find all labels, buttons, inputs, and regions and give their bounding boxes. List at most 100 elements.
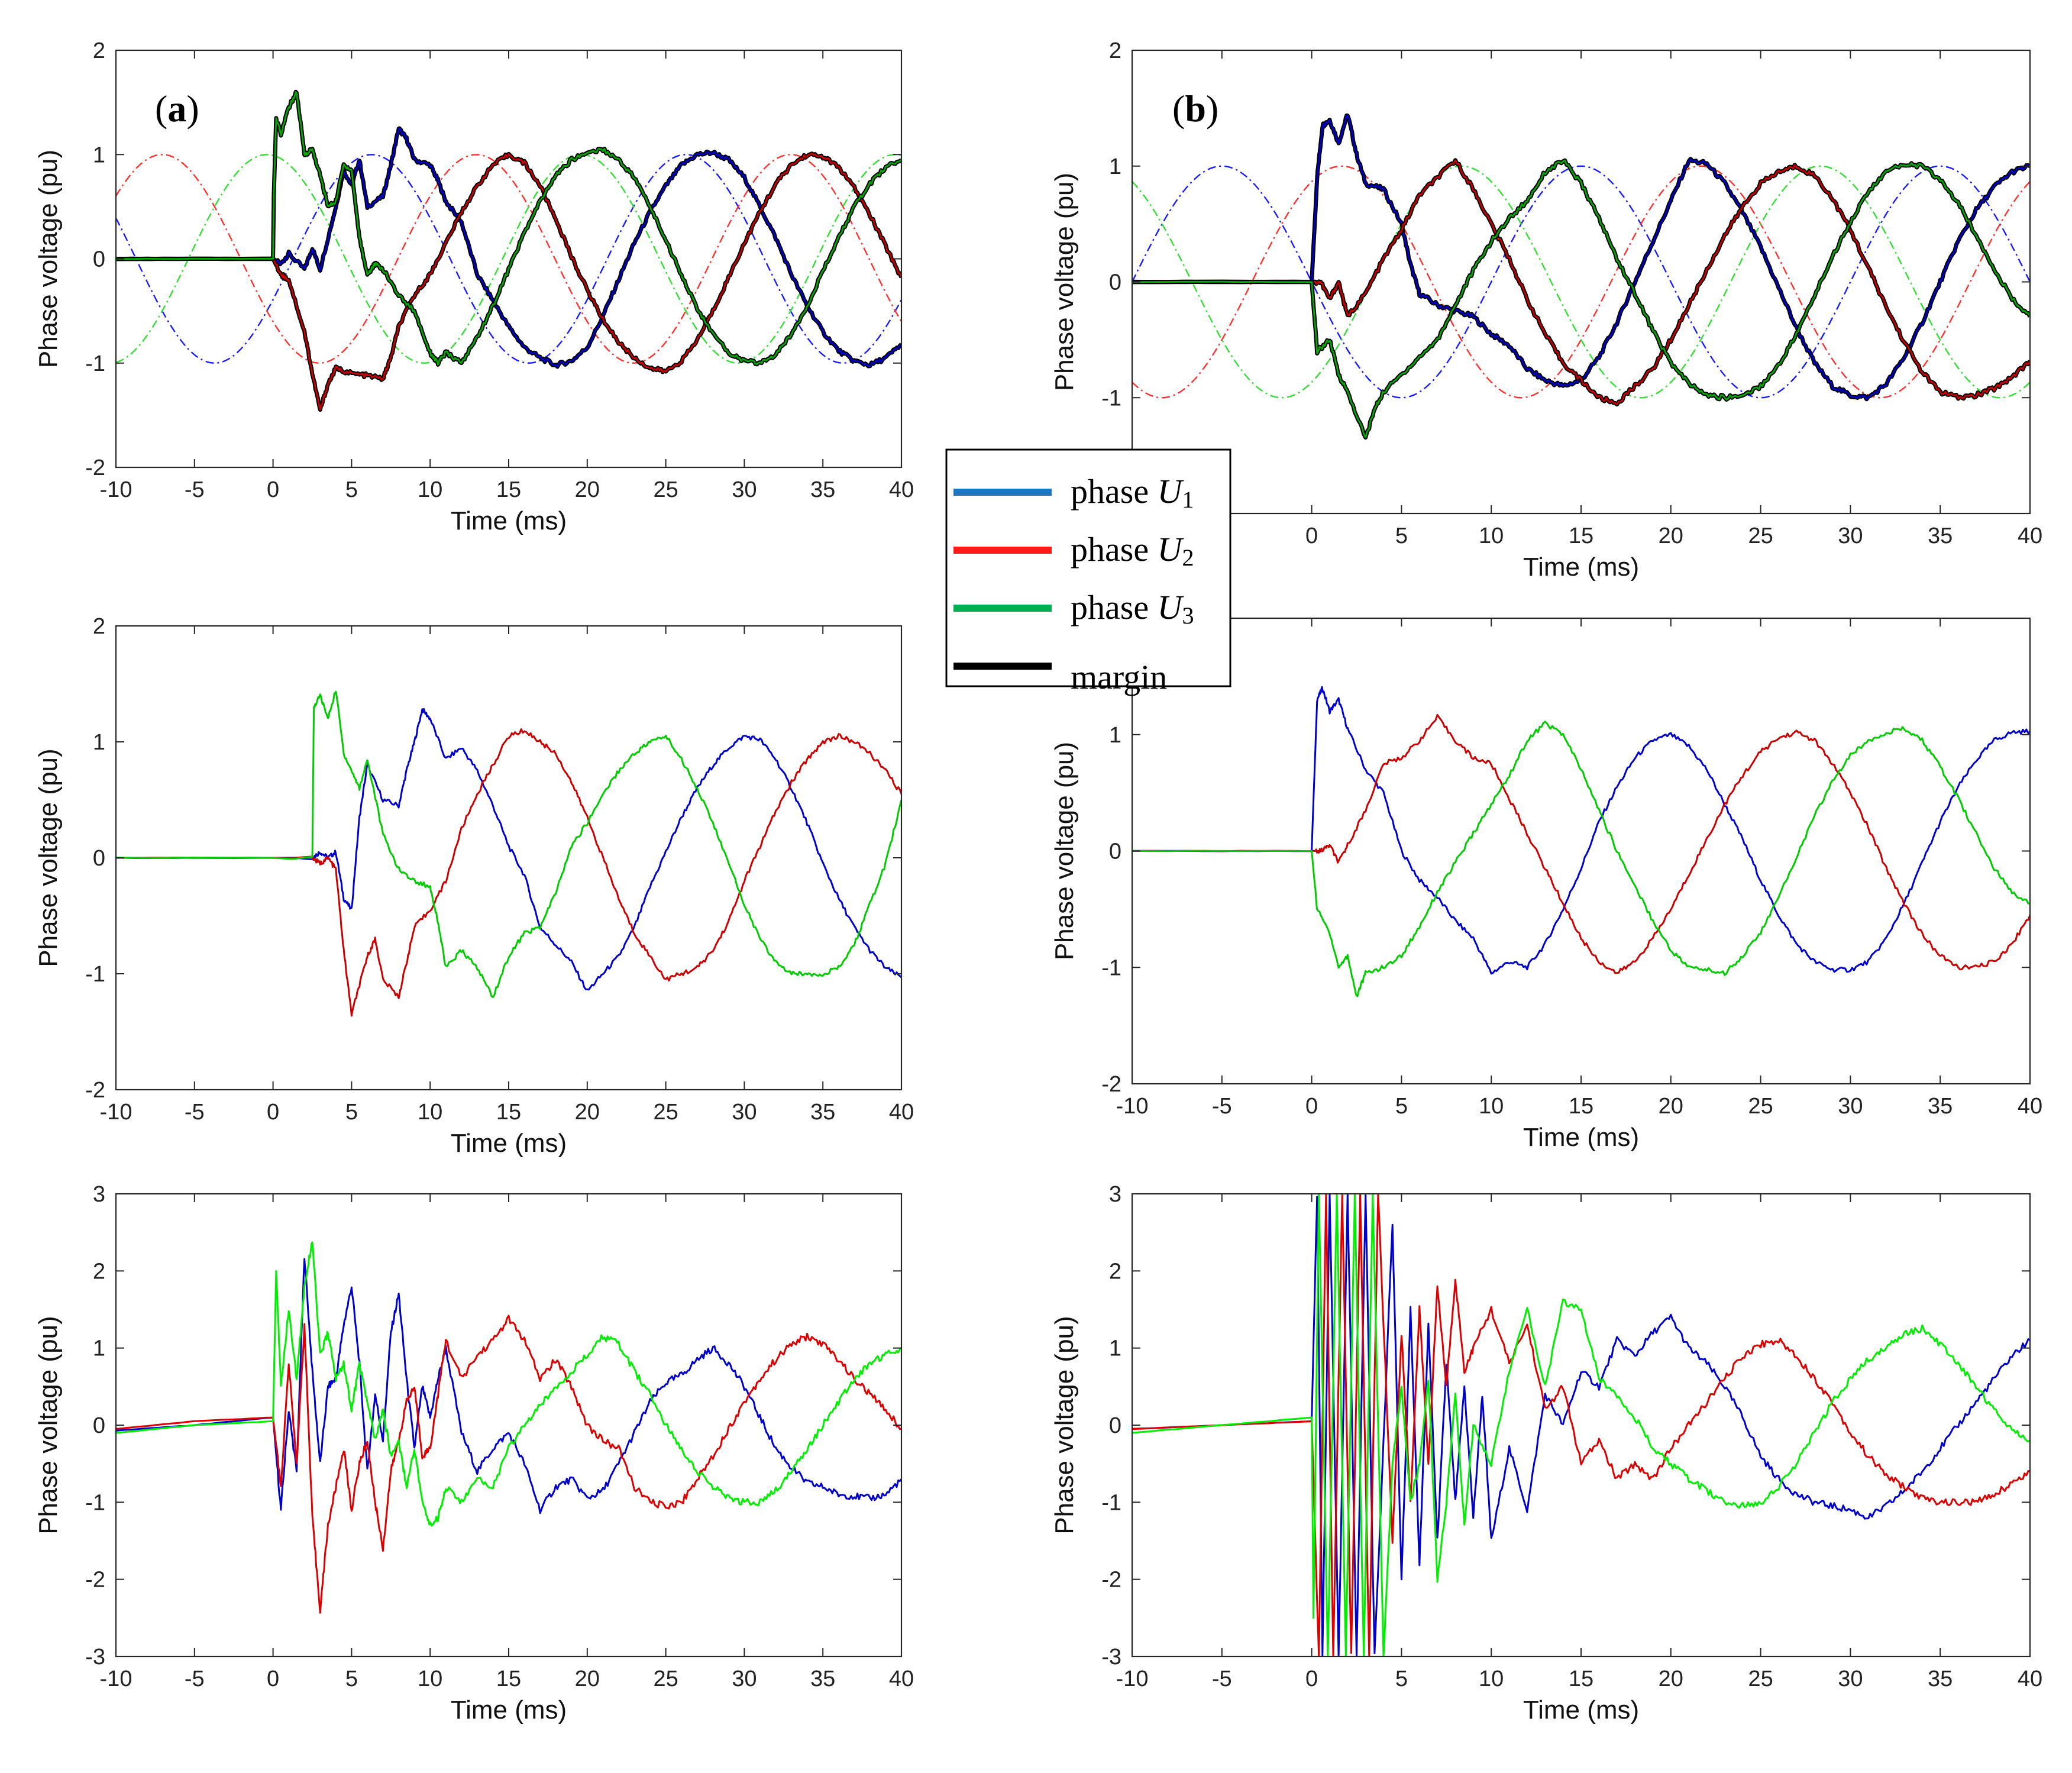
legend-entry-label: phase U1 — [1071, 472, 1194, 513]
x-tick-label: -10 — [1116, 1667, 1149, 1691]
x-tick-label: 30 — [1838, 1094, 1863, 1119]
x-tick-label: 25 — [1748, 1094, 1773, 1119]
y-axis-label: Phase voltage (pu) — [1050, 1316, 1079, 1534]
x-tick-label: 30 — [732, 1667, 757, 1691]
x-tick-label: 15 — [496, 477, 521, 502]
x-tick-label: 35 — [810, 477, 835, 502]
y-axis-label: Phase voltage (pu) — [34, 1316, 63, 1534]
y-tick-label: 3 — [93, 1182, 105, 1207]
x-tick-label: 0 — [1305, 1094, 1318, 1119]
y-tick-label: -2 — [1101, 1072, 1121, 1097]
series-line-u2 — [1132, 1194, 2030, 1656]
x-tick-label: 5 — [345, 1100, 358, 1125]
y-axis-label: Phase voltage (pu) — [1050, 742, 1079, 960]
series-line-u1 — [1132, 114, 2030, 401]
x-tick-label: 0 — [1305, 1667, 1318, 1691]
plot-area — [1132, 1194, 2030, 1656]
x-tick-label: 15 — [1569, 1094, 1593, 1119]
x-tick-label: -10 — [100, 1100, 132, 1125]
series-group — [116, 690, 901, 1017]
reference-wave-2 — [116, 154, 901, 364]
panel-label-a: (a) — [155, 88, 199, 130]
series-line-u2 — [1132, 159, 2030, 405]
series-line-u3 — [1132, 159, 2030, 438]
x-tick-label: 0 — [267, 1667, 279, 1691]
y-tick-label: 1 — [93, 1336, 105, 1361]
y-axis-label: Phase voltage (pu) — [1050, 173, 1079, 391]
y-tick-label: 2 — [1109, 38, 1121, 63]
y-tick-label: 1 — [1109, 1336, 1121, 1361]
series-line-u2 — [116, 728, 901, 1017]
y-tick-label: -2 — [1101, 1568, 1121, 1593]
x-tick-label: 25 — [1748, 524, 1773, 548]
x-tick-label: 10 — [418, 477, 442, 502]
y-tick-label: -1 — [1101, 1490, 1121, 1515]
x-axis-label: Time (ms) — [451, 1129, 567, 1158]
y-tick-label: 1 — [1109, 723, 1121, 748]
y-tick-label: 1 — [93, 730, 105, 755]
x-tick-label: 10 — [1479, 524, 1504, 548]
x-tick-label: 5 — [1395, 524, 1408, 548]
x-tick-label: 25 — [653, 477, 678, 502]
x-tick-label: 15 — [1569, 1667, 1593, 1691]
x-axis-label: Time (ms) — [451, 1696, 567, 1724]
y-tick-label: 0 — [93, 846, 105, 871]
x-tick-label: 25 — [1748, 1667, 1773, 1691]
reference-wave-1 — [1132, 165, 2030, 399]
x-tick-label: 15 — [496, 1100, 521, 1125]
x-tick-label: 40 — [889, 1667, 914, 1691]
series-line-u3 — [116, 690, 901, 998]
x-tick-label: 20 — [575, 1667, 600, 1691]
y-tick-label: 2 — [93, 38, 105, 63]
series-line-u3 — [1132, 1194, 2030, 1656]
panel-label-a-letter: a — [167, 88, 186, 130]
x-tick-label: 0 — [267, 477, 279, 502]
x-tick-label: 20 — [1659, 1094, 1683, 1119]
reference-wave-3 — [116, 154, 901, 364]
x-tick-label: 20 — [1659, 1667, 1683, 1691]
y-tick-label: -2 — [85, 456, 105, 480]
x-tick-label: 0 — [1305, 524, 1318, 548]
x-tick-label: 5 — [1395, 1094, 1408, 1119]
x-tick-label: 15 — [1569, 524, 1593, 548]
x-tick-label: 20 — [575, 477, 600, 502]
svg-text:(a): (a) — [155, 88, 199, 130]
x-tick-label: 30 — [732, 477, 757, 502]
x-axis-label: Time (ms) — [1523, 1123, 1639, 1152]
x-axis-label: Time (ms) — [451, 506, 567, 535]
x-tick-label: 35 — [1928, 1094, 1953, 1119]
x-tick-label: 35 — [1928, 1667, 1953, 1691]
legend-entry-label: phase U3 — [1071, 588, 1194, 629]
x-tick-label: 5 — [345, 1667, 358, 1691]
panel-label-b-letter: b — [1185, 88, 1206, 130]
x-tick-label: 25 — [653, 1100, 678, 1125]
x-tick-label: 40 — [889, 477, 914, 502]
series-line-u1 — [116, 1258, 901, 1514]
y-tick-label: 2 — [1109, 1259, 1121, 1284]
y-tick-label: -3 — [85, 1645, 105, 1669]
y-tick-label: 1 — [1109, 154, 1121, 179]
series-line-u3 — [116, 1241, 901, 1527]
y-axis-label: Phase voltage (pu) — [34, 150, 63, 368]
y-tick-label: -2 — [85, 1078, 105, 1103]
y-tick-label: 2 — [93, 614, 105, 639]
x-tick-label: -5 — [1212, 1094, 1232, 1119]
x-tick-label: 35 — [1928, 524, 1953, 548]
x-tick-label: 10 — [1479, 1667, 1504, 1691]
x-tick-label: 30 — [1838, 524, 1863, 548]
x-tick-label: 15 — [496, 1667, 521, 1691]
x-tick-label: -5 — [1212, 1667, 1232, 1691]
series-group — [1132, 113, 2030, 440]
series-line-u2 — [1132, 713, 2030, 974]
x-tick-label: 30 — [1838, 1667, 1863, 1691]
x-tick-label: 40 — [2018, 1094, 2042, 1119]
x-tick-label: 35 — [810, 1100, 835, 1125]
svg-text:(b): (b) — [1172, 88, 1218, 130]
x-tick-label: 10 — [418, 1667, 442, 1691]
x-tick-label: 5 — [345, 477, 358, 502]
